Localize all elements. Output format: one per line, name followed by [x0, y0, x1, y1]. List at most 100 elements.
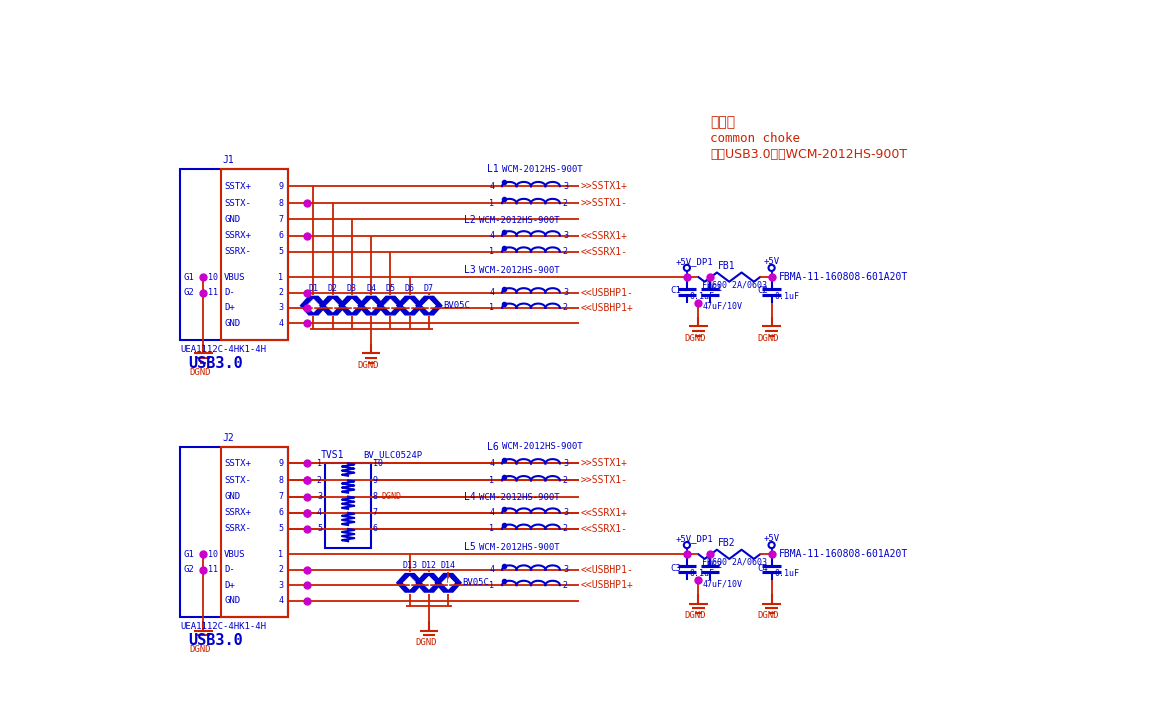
Text: TVS1: TVS1: [321, 449, 345, 460]
Text: D3: D3: [347, 284, 357, 292]
Text: BV05C: BV05C: [443, 301, 470, 310]
Text: 2: 2: [563, 581, 568, 589]
Text: WCM-2012HS-900T: WCM-2012HS-900T: [502, 442, 582, 451]
Text: SSTX-: SSTX-: [224, 476, 251, 485]
Text: 3: 3: [563, 288, 568, 297]
Text: 8: 8: [372, 492, 378, 501]
Bar: [180, 169, 288, 340]
Text: L3: L3: [464, 265, 476, 275]
Text: J1: J1: [223, 156, 234, 165]
Polygon shape: [422, 299, 435, 312]
Text: 3: 3: [563, 508, 568, 517]
Text: 1: 1: [490, 524, 494, 533]
Text: 0.1uF: 0.1uF: [775, 569, 799, 578]
Text: D4: D4: [367, 284, 376, 292]
Text: 11: 11: [208, 288, 218, 297]
Text: L6: L6: [487, 442, 499, 452]
Text: 1: 1: [490, 247, 494, 256]
Text: <<USBHP1+: <<USBHP1+: [581, 303, 633, 313]
Text: WCM-2012HS-900T: WCM-2012HS-900T: [502, 165, 582, 174]
Text: >>SSTX1+: >>SSTX1+: [581, 459, 628, 468]
Text: 2: 2: [563, 247, 568, 256]
Text: C2: C2: [757, 286, 768, 296]
Text: +5V_DP1: +5V_DP1: [675, 534, 713, 544]
Text: D13: D13: [403, 561, 418, 569]
Text: D+: D+: [224, 581, 234, 589]
Text: 2: 2: [563, 199, 568, 208]
Text: <<SSRX1+: <<SSRX1+: [581, 230, 628, 241]
Text: L4: L4: [464, 493, 476, 503]
Bar: [325, 463, 371, 548]
Text: DGND: DGND: [757, 612, 780, 620]
Text: D6: D6: [405, 284, 414, 292]
Text: SSRX-: SSRX-: [224, 247, 251, 256]
Text: BV_ULC0524P: BV_ULC0524P: [363, 451, 422, 460]
Text: 4: 4: [490, 508, 494, 517]
Polygon shape: [422, 577, 435, 589]
Polygon shape: [326, 299, 339, 312]
Polygon shape: [416, 574, 442, 592]
Text: D+: D+: [224, 304, 234, 312]
Text: 9: 9: [278, 459, 283, 468]
Text: SSRX+: SSRX+: [224, 231, 251, 240]
Text: 3: 3: [563, 231, 568, 240]
Text: L5: L5: [464, 542, 476, 552]
Text: SSTX+: SSTX+: [224, 182, 251, 191]
Text: WCM-2012HS-900T: WCM-2012HS-900T: [479, 215, 559, 225]
Text: USB3.0: USB3.0: [188, 356, 242, 371]
Text: 1: 1: [278, 273, 283, 281]
Text: C3: C3: [670, 564, 681, 573]
Text: 5: 5: [278, 247, 283, 256]
Text: 10: 10: [372, 459, 383, 468]
Text: SSTX+: SSTX+: [224, 459, 251, 468]
Text: L2: L2: [464, 215, 476, 225]
Text: SSTX-: SSTX-: [224, 199, 251, 208]
Polygon shape: [397, 297, 422, 315]
Polygon shape: [339, 297, 365, 315]
Text: FB600 2A/0603: FB600 2A/0603: [702, 280, 767, 289]
Text: G2: G2: [183, 565, 194, 574]
Text: GND: GND: [224, 215, 240, 224]
Text: SSRX+: SSRX+: [224, 508, 251, 517]
Text: G1: G1: [183, 273, 194, 281]
Text: D5: D5: [385, 284, 396, 292]
Polygon shape: [307, 299, 320, 312]
Text: D2: D2: [327, 284, 338, 292]
Text: <<SSRX1+: <<SSRX1+: [581, 508, 628, 518]
Text: EC1: EC1: [706, 284, 723, 293]
Text: FB600 2A/0603: FB600 2A/0603: [702, 557, 767, 567]
Text: DGND: DGND: [189, 645, 211, 654]
Text: 7: 7: [278, 215, 283, 224]
Text: 2: 2: [563, 524, 568, 533]
Text: FBMA-11-160808-601A20T: FBMA-11-160808-601A20T: [780, 272, 908, 282]
Text: 1: 1: [490, 581, 494, 589]
Polygon shape: [404, 577, 416, 589]
Text: 47uF/10V: 47uF/10V: [702, 579, 742, 588]
Bar: [180, 447, 288, 617]
Text: <<USBHP1+: <<USBHP1+: [581, 580, 633, 590]
Polygon shape: [397, 574, 422, 592]
Text: 1: 1: [317, 459, 322, 468]
Text: G1: G1: [183, 550, 194, 559]
Text: 4: 4: [490, 182, 494, 191]
Text: 0.1uF: 0.1uF: [775, 292, 799, 301]
Text: WCM-2012HS-900T: WCM-2012HS-900T: [479, 266, 559, 275]
Text: common choke: common choke: [710, 132, 800, 145]
Text: 3: 3: [278, 304, 283, 312]
Text: 47uF/10V: 47uF/10V: [702, 302, 742, 311]
Text: FBMA-11-160808-601A20T: FBMA-11-160808-601A20T: [780, 549, 908, 559]
Text: 8: 8: [278, 199, 283, 208]
Text: 3: 3: [278, 581, 283, 589]
Text: DGND: DGND: [415, 638, 436, 648]
Text: UEA1112C-4HK1-4H: UEA1112C-4HK1-4H: [180, 345, 267, 354]
Text: 10: 10: [208, 550, 218, 559]
Polygon shape: [442, 577, 455, 589]
Text: C4: C4: [757, 564, 768, 573]
Text: DGND: DGND: [684, 612, 706, 620]
Text: >>SSTX1-: >>SSTX1-: [581, 198, 628, 208]
Text: FB1: FB1: [718, 261, 735, 271]
Text: 4: 4: [490, 288, 494, 297]
Text: DGND: DGND: [382, 492, 403, 501]
Text: GND: GND: [224, 596, 240, 605]
Text: BV05C: BV05C: [462, 578, 488, 587]
